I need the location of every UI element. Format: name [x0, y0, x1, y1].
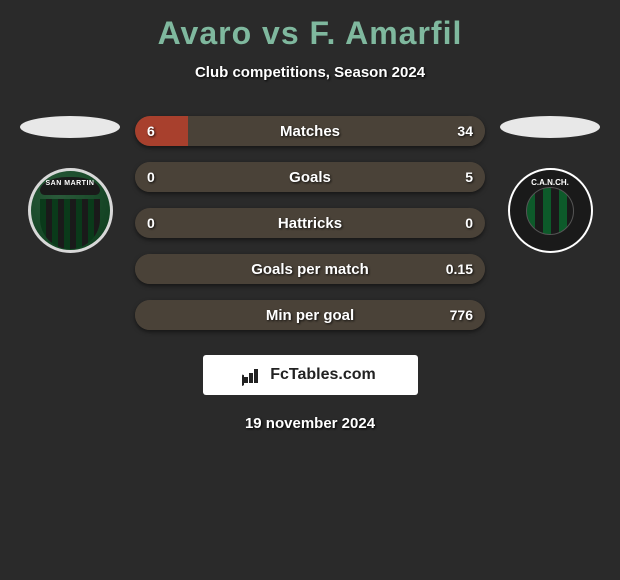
stat-value-right: 0.15 [446, 261, 473, 277]
brand-box: FcTables.com [203, 355, 418, 395]
stat-row: 6 Matches 34 [135, 116, 485, 146]
stat-value-right: 0 [465, 215, 473, 231]
stats-column: 6 Matches 34 0 Goals 5 0 Hattricks 0 Goals per ma… [135, 116, 485, 330]
stat-row: Min per goal 776 [135, 300, 485, 330]
club-badge-left: SAN MARTIN [28, 168, 113, 253]
stat-value-right: 5 [465, 169, 473, 185]
badge-right-inner [526, 187, 574, 235]
brand-text: FcTables.com [270, 366, 376, 384]
player-right-photo [500, 116, 600, 138]
stat-label: Hattricks [278, 215, 342, 232]
stat-label: Goals per match [251, 261, 369, 278]
club-badge-right: C.A.N.CH. [508, 168, 593, 253]
badge-right-text: C.A.N.CH. [510, 178, 591, 187]
stat-label: Matches [280, 123, 340, 140]
stat-row: 0 Goals 5 [135, 162, 485, 192]
date-text: 19 november 2024 [0, 415, 620, 432]
player-left-photo [20, 116, 120, 138]
main-area: SAN MARTIN 6 Matches 34 0 Goals 5 0 Hattricks 0 G… [0, 116, 620, 330]
stat-label: Goals [289, 169, 331, 186]
player-right-column: C.A.N.CH. [500, 116, 600, 253]
stat-value-left: 0 [147, 215, 155, 231]
brand-chart-icon [244, 367, 264, 383]
infographic-container: Avaro vs F. Amarfil Club competitions, S… [0, 0, 620, 442]
stat-value-left: 6 [147, 123, 155, 139]
subtitle: Club competitions, Season 2024 [0, 64, 620, 81]
page-title: Avaro vs F. Amarfil [0, 15, 620, 52]
stat-value-right: 776 [450, 307, 473, 323]
stat-value-right: 34 [457, 123, 473, 139]
stat-row: 0 Hattricks 0 [135, 208, 485, 238]
stat-fill-left [135, 116, 188, 146]
stat-label: Min per goal [266, 307, 354, 324]
stat-value-left: 0 [147, 169, 155, 185]
badge-left-stripes [40, 199, 100, 249]
player-left-column: SAN MARTIN [20, 116, 120, 253]
stat-row: Goals per match 0.15 [135, 254, 485, 284]
badge-left-text: SAN MARTIN [46, 180, 95, 187]
